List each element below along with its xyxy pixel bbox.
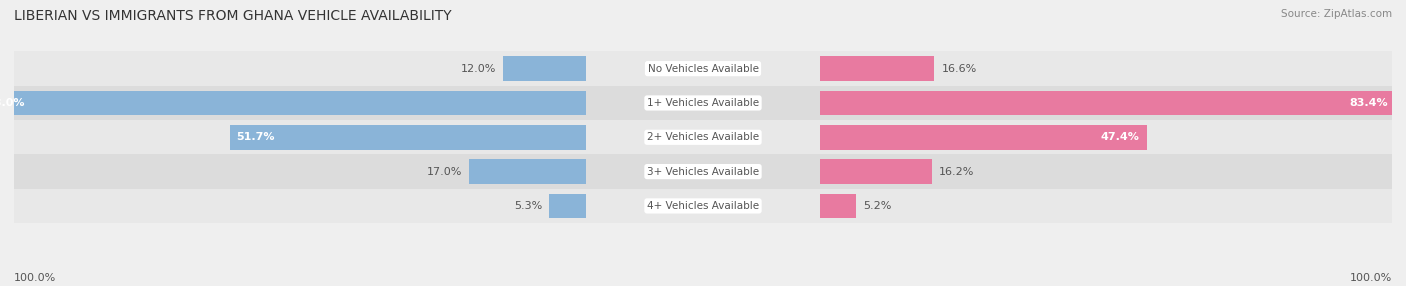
Text: 51.7%: 51.7%: [236, 132, 276, 142]
Text: LIBERIAN VS IMMIGRANTS FROM GHANA VEHICLE AVAILABILITY: LIBERIAN VS IMMIGRANTS FROM GHANA VEHICL…: [14, 9, 451, 23]
Text: 100.0%: 100.0%: [14, 273, 56, 283]
Bar: [820, 125, 1147, 150]
Bar: [229, 125, 586, 150]
Bar: [468, 159, 586, 184]
Text: 17.0%: 17.0%: [426, 167, 461, 176]
Text: 83.4%: 83.4%: [1350, 98, 1388, 108]
Text: 88.0%: 88.0%: [0, 98, 25, 108]
Bar: [820, 194, 856, 218]
Bar: [14, 86, 1392, 120]
Bar: [14, 154, 1392, 189]
Bar: [14, 120, 1392, 154]
Text: 16.2%: 16.2%: [939, 167, 974, 176]
Text: No Vehicles Available: No Vehicles Available: [648, 64, 758, 74]
Text: Source: ZipAtlas.com: Source: ZipAtlas.com: [1281, 9, 1392, 19]
Text: 4+ Vehicles Available: 4+ Vehicles Available: [647, 201, 759, 211]
Text: 1+ Vehicles Available: 1+ Vehicles Available: [647, 98, 759, 108]
Bar: [503, 56, 586, 81]
Text: 47.4%: 47.4%: [1101, 132, 1140, 142]
Text: 100.0%: 100.0%: [1350, 273, 1392, 283]
Text: 2+ Vehicles Available: 2+ Vehicles Available: [647, 132, 759, 142]
Bar: [0, 91, 586, 115]
Text: 16.6%: 16.6%: [942, 64, 977, 74]
Bar: [820, 56, 935, 81]
Bar: [820, 159, 932, 184]
Bar: [550, 194, 586, 218]
Bar: [820, 91, 1395, 115]
Text: 12.0%: 12.0%: [461, 64, 496, 74]
Text: 5.3%: 5.3%: [515, 201, 543, 211]
Bar: [14, 51, 1392, 86]
Bar: [14, 189, 1392, 223]
Text: 5.2%: 5.2%: [863, 201, 891, 211]
Text: 3+ Vehicles Available: 3+ Vehicles Available: [647, 167, 759, 176]
